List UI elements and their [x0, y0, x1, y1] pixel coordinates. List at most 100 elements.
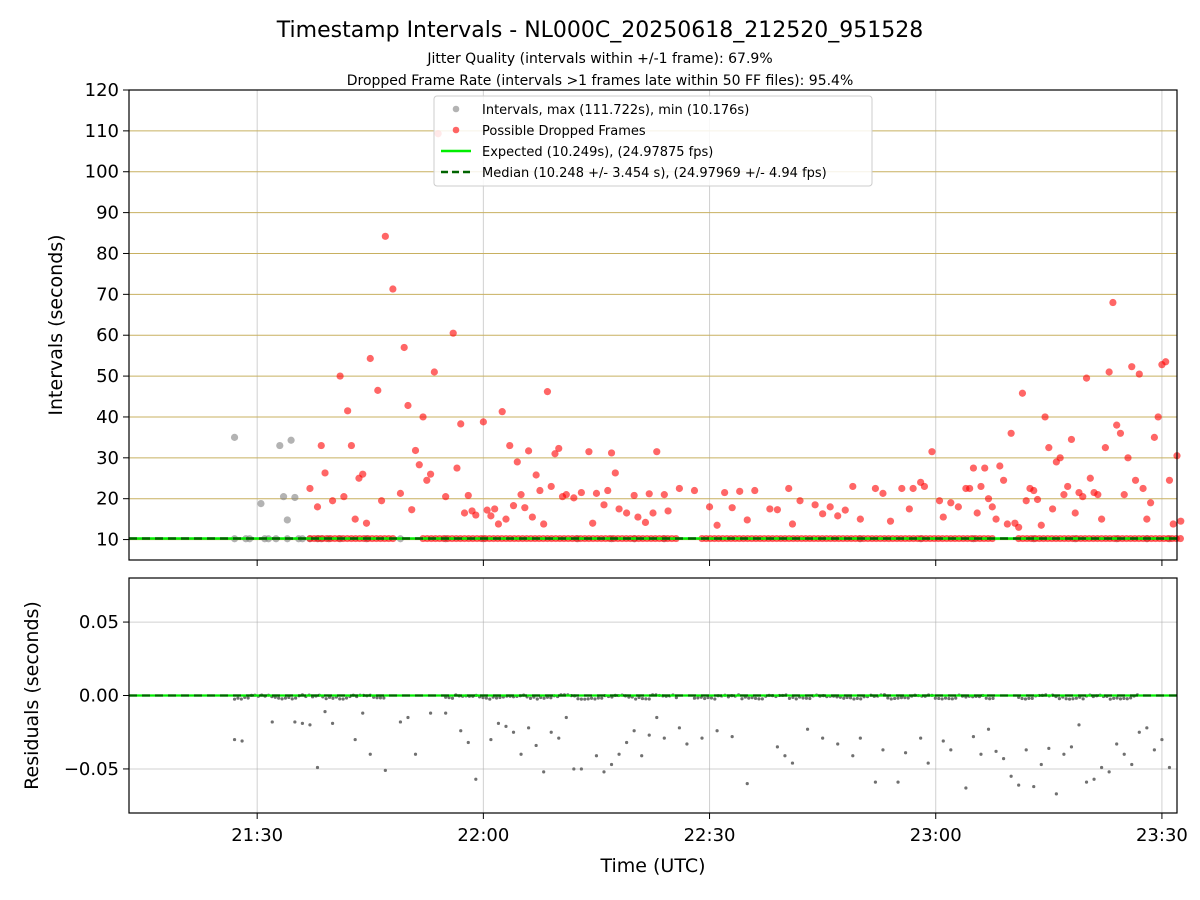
residual-point-22 — [496, 721, 501, 726]
dropped-frame-point-77 — [660, 491, 668, 499]
residual-nearzero-point-1-802 — [634, 697, 638, 701]
dropped-frame-point-118 — [981, 464, 989, 472]
residual-nearzero-point-2-957 — [750, 696, 754, 700]
residual-point-88 — [1130, 762, 1134, 767]
residual-nearzero-point-3-1449 — [1122, 696, 1126, 700]
residual-point-52 — [790, 761, 795, 765]
residual-nearzero-point-3-1395 — [1081, 697, 1085, 701]
dropped-frame-point-91 — [788, 520, 797, 528]
dropped-frame-point-87 — [751, 486, 759, 495]
dropped-frame-point-88 — [766, 505, 774, 513]
dropped-frame-point-82 — [713, 521, 721, 529]
dropped-frame-point-73 — [641, 518, 650, 527]
residual-nearzero-point-1-609 — [488, 697, 492, 701]
residual-nearzero-point-3-1386 — [1074, 696, 1078, 700]
residual-point-77 — [1047, 746, 1051, 750]
dropped-frame-point-79 — [675, 484, 683, 493]
intervals-ytick-label-120: 120 — [85, 80, 119, 101]
residual-point-15 — [413, 752, 418, 756]
dropped-frame-point-99 — [856, 515, 864, 523]
dropped-frame-point-101 — [879, 489, 887, 497]
dropped-frame-point-119 — [984, 495, 993, 503]
dropped-frame-point-93 — [811, 501, 819, 509]
residual-point-73 — [1017, 783, 1021, 787]
dropped-frame-point-6 — [340, 493, 348, 501]
dropped-baseline-point-3-1525 — [1176, 534, 1184, 543]
dropped-frame-point-129 — [1022, 497, 1030, 505]
residual-nearzero-point-0-347 — [290, 697, 294, 701]
residual-nearzero-point-3-1440 — [1115, 696, 1119, 700]
residual-nearzero-point-2-1146 — [893, 696, 897, 701]
residual-point-82 — [1084, 780, 1089, 784]
residual-point-45 — [685, 742, 689, 746]
residual-nearzero-point-1-690 — [549, 696, 553, 700]
residual-nearzero-point-2-1227 — [954, 696, 958, 700]
residual-nearzero-point-1-856 — [674, 696, 678, 700]
residual-nearzero-point-2-1209 — [940, 697, 944, 701]
residuals-ytick-label-2: −0.05 — [64, 759, 119, 780]
dropped-frame-point-0 — [306, 484, 314, 493]
residual-point-16 — [428, 711, 433, 715]
dropped-frame-point-15 — [377, 497, 386, 505]
dropped-frame-point-112 — [954, 503, 962, 511]
residual-nearzero-point-2-961 — [753, 696, 758, 700]
dropped-frame-point-19 — [400, 343, 408, 352]
dropped-frame-point-45 — [509, 502, 518, 510]
residual-point-8 — [330, 721, 335, 726]
residual-point-69 — [986, 727, 991, 731]
dropped-frame-point-27 — [430, 368, 438, 376]
dropped-frame-point-152 — [1109, 298, 1117, 307]
residual-point-64 — [941, 739, 945, 743]
residual-nearzero-point-1-735 — [583, 697, 587, 701]
residual-nearzero-point-0-338 — [283, 696, 288, 700]
dropped-frame-point-100 — [871, 484, 880, 493]
residual-nearzero-point-0-333 — [280, 697, 284, 701]
xtick-label-0: 21:30 — [231, 825, 283, 846]
dropped-frame-point-21 — [408, 506, 416, 514]
dropped-frame-point-149 — [1098, 515, 1106, 523]
dropped-frame-point-86 — [743, 516, 751, 524]
residual-point-38 — [625, 740, 629, 745]
residual-nearzero-point-1-816 — [644, 697, 648, 701]
residual-point-10 — [361, 711, 365, 715]
dropped-frame-point-167 — [1165, 476, 1174, 484]
residual-nearzero-point-1-820 — [647, 697, 651, 701]
dropped-frame-point-153 — [1113, 421, 1121, 429]
residual-nearzero-point-2-880 — [692, 696, 697, 700]
dropped-frame-point-47 — [517, 491, 525, 499]
residual-nearzero-point-2-1029 — [804, 696, 809, 700]
residual-nearzero-point-3-1328 — [1030, 696, 1034, 700]
dropped-frame-point-158 — [1131, 476, 1140, 484]
dropped-frame-point-160 — [1139, 484, 1147, 493]
intervals-ytick-label-110: 110 — [85, 121, 119, 142]
dropped-frame-point-145 — [1082, 374, 1091, 382]
dropped-frame-point-23 — [415, 461, 423, 469]
residual-nearzero-point-1-600 — [481, 696, 485, 700]
dropped-frame-point-31 — [453, 464, 461, 472]
dropped-frame-point-103 — [898, 484, 906, 493]
residual-point-30 — [557, 736, 561, 740]
dropped-frame-point-38 — [483, 506, 491, 514]
legend: Intervals, max (111.722s), min (10.176s)… — [433, 95, 873, 187]
dropped-frame-point-56 — [551, 450, 559, 458]
residual-point-87 — [1122, 752, 1126, 756]
dropped-frame-point-95 — [826, 503, 834, 511]
residual-nearzero-point-2-1141 — [889, 697, 893, 701]
residual-nearzero-point-0-419 — [344, 696, 349, 700]
dropped-frame-point-63 — [589, 519, 597, 527]
residual-point-53 — [805, 727, 810, 731]
residual-nearzero-point-3-1458 — [1129, 696, 1133, 700]
residual-nearzero-point-1-681 — [542, 696, 546, 700]
residual-nearzero-point-2-1006 — [787, 696, 792, 700]
dropped-frame-point-14 — [374, 386, 382, 394]
dropped-frame-point-69 — [615, 505, 623, 513]
residual-point-80 — [1069, 745, 1074, 749]
residual-point-78 — [1054, 792, 1058, 796]
dropped-frame-point-67 — [607, 449, 616, 457]
dropped-frame-point-170 — [1177, 517, 1185, 525]
residuals-panel: 0.050.00−0.05 21:30 22:00 22:30 23:00 23:30 … — [21, 577, 1188, 877]
residual-nearzero-point-0-392 — [324, 697, 328, 701]
residual-point-89 — [1137, 730, 1141, 734]
intervals-ytick-label-50: 50 — [96, 366, 119, 387]
dropped-frame-point-122 — [996, 462, 1004, 470]
